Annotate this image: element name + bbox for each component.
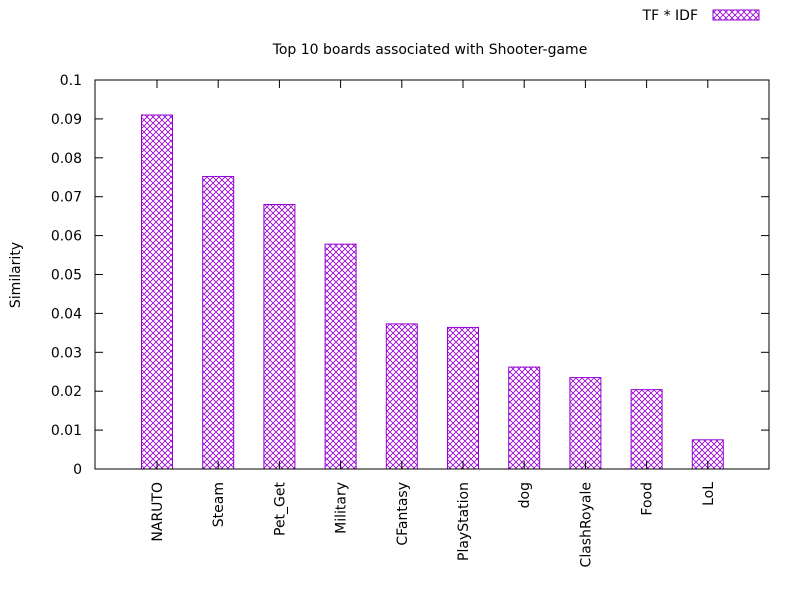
legend-label: TF * IDF — [642, 8, 698, 24]
bars — [141, 114, 724, 470]
bar-playstation — [447, 326, 479, 470]
x-tick-label: dog — [517, 482, 533, 508]
plot-frame — [94, 79, 770, 470]
x-tick-label: Food — [640, 482, 656, 516]
legend: TF * IDF — [642, 8, 760, 24]
legend-swatch — [712, 9, 760, 21]
y-tick-label: 0.04 — [51, 306, 82, 322]
y-tick-label: 0.07 — [51, 190, 82, 206]
x-tick-label: ClashRoyale — [578, 482, 594, 567]
y-axis-label: Similarity — [8, 242, 24, 308]
bar-food — [630, 389, 663, 470]
x-tick-label: Military — [334, 482, 350, 534]
bar-pet-get — [263, 203, 296, 470]
bar-naruto — [141, 114, 173, 470]
y-tick-label: 0.06 — [51, 229, 82, 245]
y-tick-label: 0.08 — [51, 151, 82, 167]
y-tick-label: 0.05 — [51, 268, 82, 284]
x-tick-label: CFantasy — [395, 482, 411, 546]
y-tick-label: 0.01 — [51, 423, 82, 439]
x-tick-label: Steam — [211, 482, 227, 527]
bar-steam — [202, 175, 235, 470]
x-tick-label: Pet_Get — [272, 481, 288, 536]
y-tick-label: 0.02 — [51, 384, 82, 400]
bar-clashroyale — [569, 377, 602, 470]
y-tick-label: 0 — [73, 462, 82, 478]
x-tick-label: NARUTO — [150, 482, 166, 542]
x-tick-label: PlayStation — [456, 482, 472, 561]
bar-cfantasy — [385, 323, 418, 470]
chart-title: Top 10 boards associated with Shooter-ga… — [272, 42, 588, 58]
x-tick-label: LoL — [701, 482, 717, 506]
bar-dog — [508, 366, 541, 470]
y-axis-ticks: 0 0.01 0.02 0.03 0.04 0.05 0.06 0.07 0.08 0.09 0.1 — [51, 73, 769, 478]
x-axis-ticks: NARUTO Steam Pet_Get Military CFantasy PlaySt… — [150, 80, 717, 567]
y-tick-label: 0.1 — [60, 73, 82, 89]
y-tick-label: 0.09 — [51, 112, 82, 128]
bar-military — [324, 243, 357, 470]
y-tick-label: 0.03 — [51, 345, 82, 361]
